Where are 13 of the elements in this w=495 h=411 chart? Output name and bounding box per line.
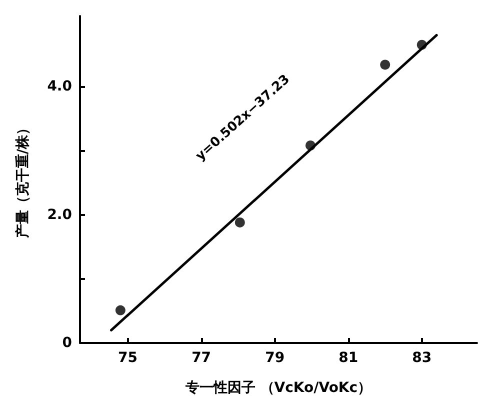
point: [380, 60, 390, 70]
y-tick-label: 4.0: [47, 78, 72, 95]
x-tick-label: 77: [192, 350, 212, 366]
point: [115, 305, 126, 316]
x-tick-label: 75: [118, 350, 138, 366]
x-tick-label: 79: [265, 350, 285, 366]
x-tick-label: 83: [412, 350, 432, 366]
x-axis-title: 专一性因子 （VcKo/VoKc）: [184, 379, 372, 396]
x-tick-label: 81: [338, 350, 358, 366]
point: [234, 217, 245, 228]
y-tick-label: 2.0: [47, 206, 72, 223]
y-tick-label: 0: [62, 335, 72, 351]
y-axis-title: 产量（克干重/株）: [14, 120, 31, 240]
